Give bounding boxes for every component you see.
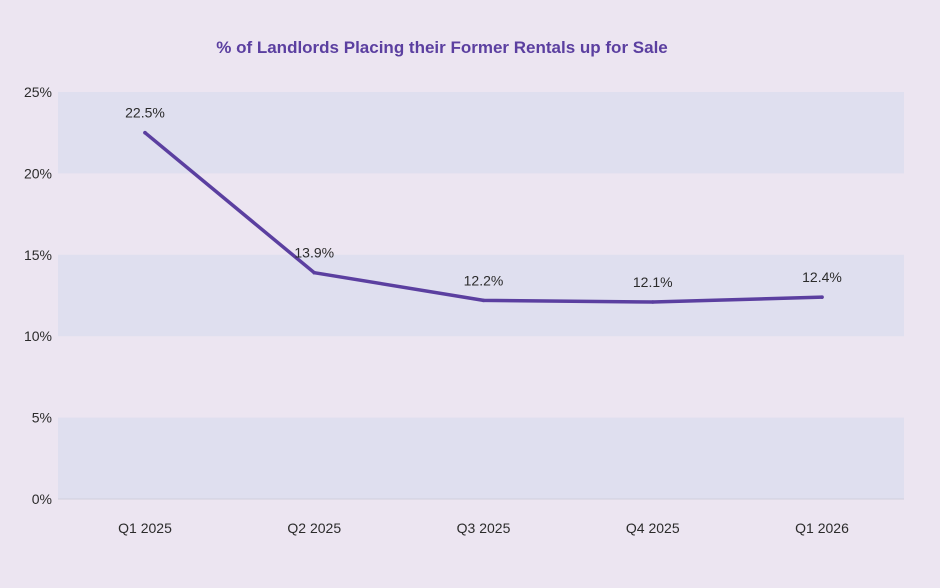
x-tick-label: Q4 2025 [626,520,680,536]
x-tick-label: Q3 2025 [457,520,511,536]
y-axis: 0% 5% 10% 15% 20% 25% [24,84,52,507]
x-tick-label: Q2 2025 [287,520,341,536]
data-label: 12.2% [464,272,504,288]
chart-title: % of Landlords Placing their Former Rent… [216,38,668,57]
y-tick-label: 10% [24,328,52,344]
x-tick-label: Q1 2025 [118,520,172,536]
grid-band [58,92,904,174]
data-label: 13.9% [294,245,334,261]
grid-bands [58,92,904,499]
data-label: 12.4% [802,269,842,285]
data-label: 22.5% [125,105,165,121]
data-point [312,270,317,275]
series-line [143,130,824,304]
data-point [650,300,655,304]
y-tick-label: 15% [24,247,52,263]
data-point [143,130,147,135]
data-labels: 22.5% 13.9% 12.2% 12.1% 12.4% [125,105,842,290]
data-point [820,295,824,299]
x-tick-label: Q1 2026 [795,520,849,536]
data-label: 12.1% [633,274,673,290]
y-tick-label: 0% [32,491,52,507]
grid-band [58,254,904,337]
grid-band [58,417,904,499]
y-tick-label: 25% [24,84,52,100]
data-point [481,298,486,303]
y-tick-label: 5% [32,410,52,426]
y-tick-label: 20% [24,165,52,181]
x-axis: Q1 2025 Q2 2025 Q3 2025 Q4 2025 Q1 2026 [118,520,849,536]
